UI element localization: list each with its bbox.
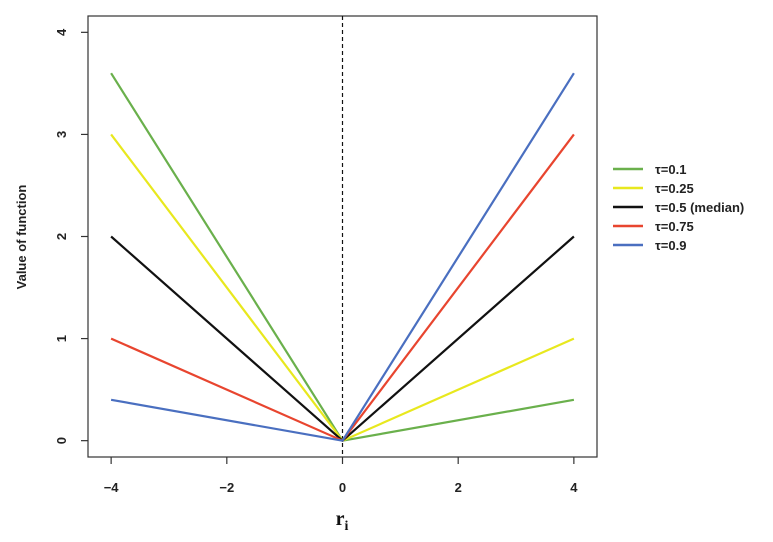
x-tick-label: −4 xyxy=(104,480,120,495)
legend-label-3: τ=0.75 xyxy=(655,219,694,234)
legend-label-2: τ=0.5 (median) xyxy=(655,200,744,215)
x-axis-label: ri xyxy=(336,508,349,534)
x-tick-label: 0 xyxy=(339,480,346,495)
x-tick-label: 4 xyxy=(570,480,578,495)
y-tick-label: 0 xyxy=(54,437,69,444)
series-layer xyxy=(110,72,575,443)
x-axis-label-subscript: i xyxy=(345,519,349,534)
y-tick-label: 4 xyxy=(54,28,69,36)
x-axis-label-main: r xyxy=(336,508,345,530)
y-tick-label: 1 xyxy=(54,335,69,342)
legend-label-4: τ=0.9 xyxy=(655,238,686,253)
legend-label-1: τ=0.25 xyxy=(655,181,694,196)
x-axis: −4 −2 0 2 4 xyxy=(104,457,578,495)
legend-label-0: τ=0.1 xyxy=(655,162,686,177)
y-tick-label: 3 xyxy=(54,131,69,138)
x-tick-label: 2 xyxy=(455,480,462,495)
x-tick-label: −2 xyxy=(219,480,234,495)
series-line-4 xyxy=(110,72,575,442)
y-axis-label: Value of function xyxy=(14,185,29,290)
legend: τ=0.1 τ=0.25 τ=0.5 (median) τ=0.75 τ=0.9 xyxy=(613,162,744,253)
y-tick-label: 2 xyxy=(54,233,69,240)
y-axis: 0 1 2 3 4 xyxy=(54,28,88,444)
